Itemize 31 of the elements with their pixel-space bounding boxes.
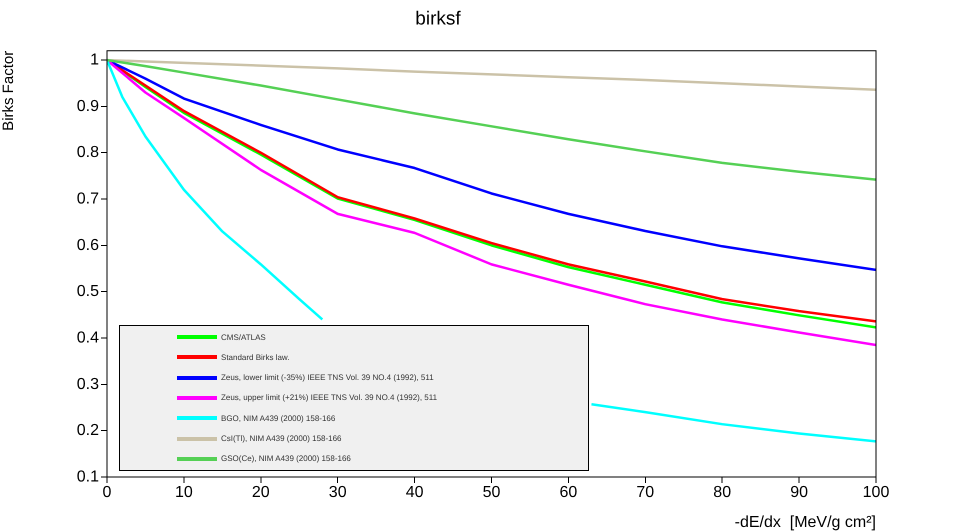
legend-label: Zeus, lower limit (-35%) IEEE TNS Vol. 39 NO.4 (1992), 511: [221, 373, 434, 382]
x-tick-label: 100: [862, 484, 890, 502]
legend-label: GSO(Ce), NIM A439 (2000) 158-166: [221, 454, 351, 464]
y-tick-label: 0.3: [76, 376, 100, 393]
y-tick-label: 0.1: [76, 468, 100, 486]
y-tick-label: 0.5: [76, 283, 100, 300]
x-tick-label: 90: [790, 484, 808, 502]
legend-label: CMS/ATLAS: [221, 332, 266, 342]
x-tick-label: 50: [482, 484, 500, 502]
x-tick-label: 40: [406, 484, 424, 502]
y-tick-label: 0.8: [76, 144, 100, 162]
y-tick-label: 0.9: [76, 98, 100, 115]
legend-label: CsI(Tl), NIM A439 (2000) 158-166: [221, 434, 342, 444]
legend-label: BGO, NIM A439 (2000) 158-166: [221, 414, 336, 423]
x-tick-label: 80: [713, 484, 732, 502]
y-axis-title: Birks Factor: [0, 50, 18, 131]
legend-label: Zeus, upper limit (+21%) IEEE TNS Vol. 39 NO.4 (1992), 511: [221, 393, 438, 402]
y-tick-label: 0.2: [76, 422, 100, 440]
y-tick-label: 1: [90, 51, 100, 68]
x-tick-label: 20: [252, 484, 270, 502]
x-tick-label: 70: [636, 484, 654, 502]
y-tick-label: 0.6: [76, 236, 100, 254]
chart-title: birksf: [415, 8, 462, 30]
y-tick-label: 0.7: [76, 190, 100, 208]
x-tick-label: 10: [175, 484, 193, 502]
x-axis-title: -dE/dx [MeV/g cm²]: [734, 514, 876, 531]
y-tick-label: 0.4: [76, 329, 100, 346]
x-tick-label: 30: [328, 484, 347, 502]
x-tick-label: 60: [560, 484, 578, 502]
legend-label: Standard Birks law.: [221, 352, 290, 362]
x-tick-label: 0: [102, 484, 112, 502]
